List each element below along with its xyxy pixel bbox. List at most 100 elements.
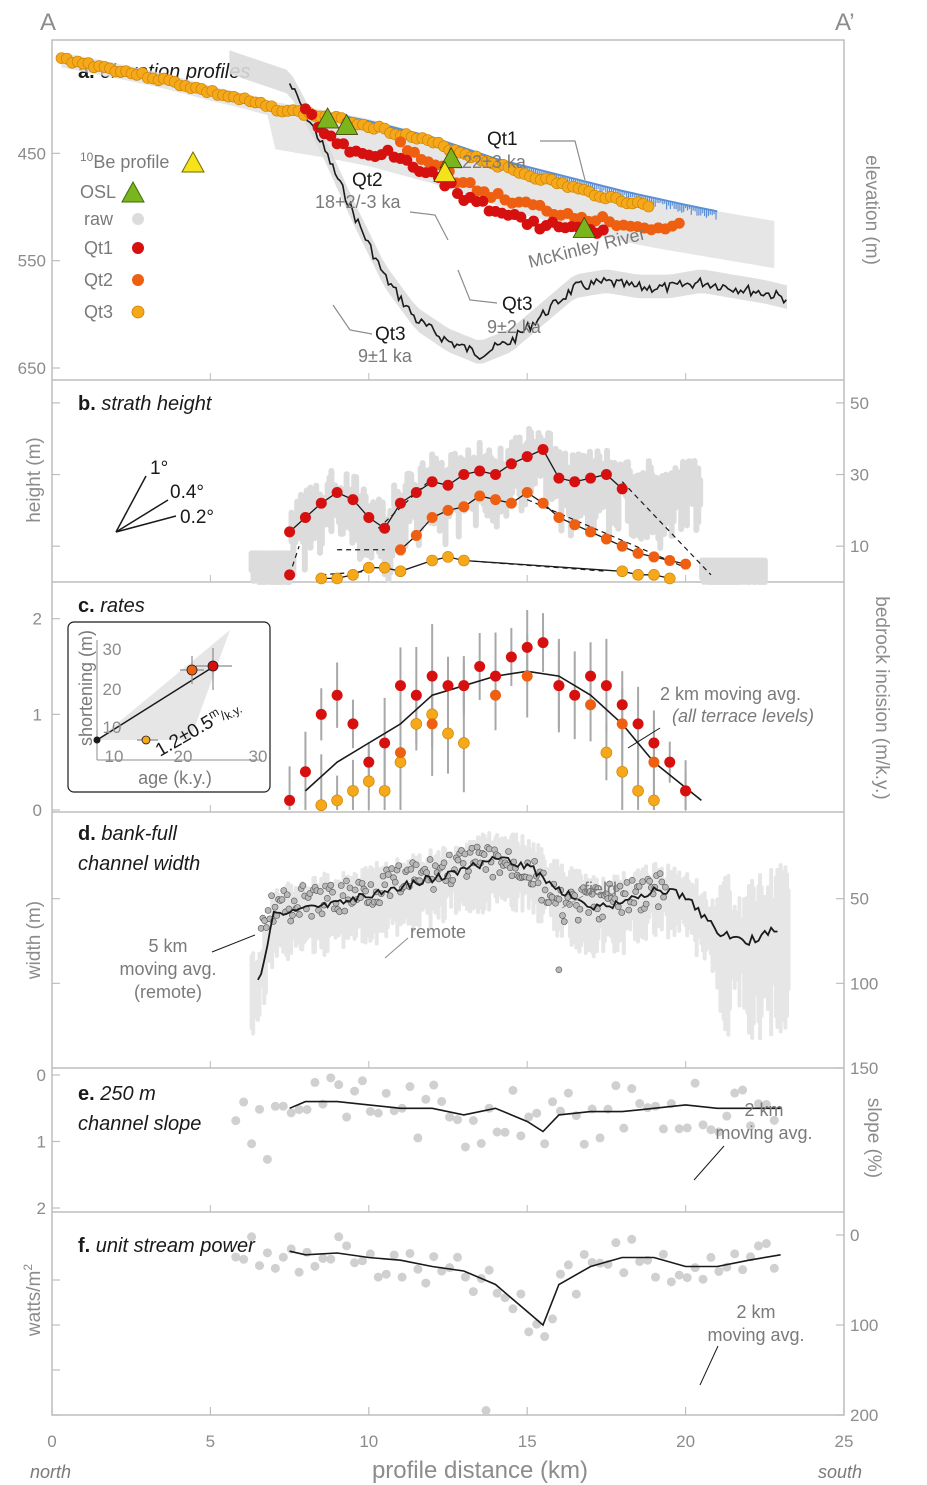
width-field-dot [283, 891, 291, 899]
width-field-dot [482, 866, 490, 873]
width-field-dot [362, 887, 369, 895]
strath-qt3-dot [616, 565, 629, 578]
width-field-dot [618, 909, 626, 916]
power-dot [294, 1267, 304, 1277]
width-field-dot [337, 882, 345, 889]
power-dot [326, 1254, 336, 1264]
rate-qt3-dot [648, 794, 660, 807]
slope-dot [373, 1108, 383, 1118]
power-moving-avg-line [289, 1250, 781, 1327]
strath-dashed-4 [337, 499, 686, 569]
panel-b-ytick-label-1: 30 [850, 466, 869, 485]
panel-d-avg-1: 5 km [148, 936, 187, 956]
qt2-dot [492, 188, 504, 200]
slope-dot [310, 1077, 320, 1087]
width-field-dot [656, 870, 664, 877]
power-dot [357, 1256, 367, 1266]
slope-dot [429, 1080, 439, 1090]
corner-label-right: A’ [835, 9, 855, 36]
panel-c-title: c. rates [78, 595, 145, 617]
rate-qt1-dot [616, 699, 628, 711]
strath-qt2-dot [585, 526, 597, 538]
rate-qt1-dot [569, 689, 581, 701]
rate-qt2-dot [648, 756, 660, 768]
power-dot [540, 1332, 550, 1342]
width-field-dot [599, 913, 606, 921]
slope-dot [405, 1082, 415, 1092]
panel-b: b. strath height 50 30 10 height (m) 1° 0.… [24, 393, 869, 585]
width-field-dot [440, 859, 448, 867]
power-dot [247, 1232, 257, 1242]
power-dot [666, 1277, 676, 1287]
ridge-raw-envelope [229, 50, 787, 364]
strath-qt2-dot [648, 551, 660, 563]
width-field-dot [416, 877, 423, 884]
rate-qt1-dot [284, 794, 296, 806]
qt1-dot [401, 154, 413, 166]
slope-dot [635, 1099, 645, 1109]
angle-key [115, 475, 177, 533]
width-field-dot [496, 869, 504, 876]
panel-c-y-label: bedrock incision (m/k.y.) [871, 596, 892, 799]
power-dot [658, 1249, 668, 1259]
inset-xtick-3: 30 [249, 747, 268, 766]
power-dot [651, 1272, 661, 1282]
panel-e-ytick-label-1: 1 [37, 1133, 46, 1152]
panel-c-ytick-label-0: 2 [33, 610, 42, 629]
width-field-dot [588, 890, 596, 898]
width-field-dot [426, 856, 434, 863]
width-field-dot [287, 917, 295, 925]
power-dot [318, 1253, 328, 1263]
strath-qt1-dot-start [284, 569, 296, 581]
rate-qt1-dot [442, 680, 454, 692]
rate-qt3-dot [632, 785, 644, 797]
inset-ytick-3: 30 [103, 640, 122, 659]
strath-qt2-dot [394, 544, 406, 556]
width-field-dot [339, 892, 347, 899]
x-axis-south-label: south [818, 1462, 862, 1482]
rate-qt1-dot [680, 785, 692, 797]
width-field-dot [531, 857, 538, 865]
power-dot [484, 1265, 494, 1275]
width-field-dot [290, 897, 298, 905]
power-dot [714, 1266, 724, 1276]
qt1-dot [477, 195, 489, 207]
power-dot [453, 1252, 463, 1262]
legend-be-profile: 10Be profile [80, 150, 169, 172]
panel-f-avg-2: moving avg. [707, 1325, 804, 1345]
slope-dot [611, 1081, 621, 1091]
width-field-dot [616, 882, 624, 890]
legend-be-text: Be profile [93, 152, 169, 172]
slope-dot [698, 1120, 708, 1130]
rate-qt3-dot [616, 765, 629, 778]
xtick-label-0: 0 [47, 1432, 56, 1451]
width-moving-avg-line [257, 855, 778, 981]
power-dot [635, 1256, 645, 1266]
width-field-dot [358, 880, 366, 887]
strath-qt2-dot [521, 486, 533, 498]
width-field-dot [621, 890, 629, 898]
qt1-dot [452, 188, 464, 200]
angle-label-2: 0.4° [170, 482, 204, 503]
strath-qt1-dot [616, 483, 628, 495]
width-field-dot [318, 910, 326, 918]
rate-qt3-dot [410, 718, 423, 730]
slope-dot [627, 1084, 637, 1094]
strath-qt1-line [289, 448, 623, 533]
panel-d-field-leader [561, 895, 584, 909]
strath-qt1-dot [490, 469, 502, 481]
slope-dot [651, 1101, 661, 1111]
inset-fit-line [96, 666, 214, 741]
strath-qt1-dot [315, 497, 327, 509]
slope-dot [548, 1097, 558, 1107]
width-field-dot [343, 877, 350, 885]
strath-qt1-dot [600, 469, 612, 481]
power-dot [413, 1264, 423, 1274]
power-dot [492, 1288, 502, 1298]
legend-qt1-dot [132, 242, 144, 254]
strath-qt1-dot [331, 486, 343, 498]
slope-dot [239, 1097, 249, 1107]
panel-e-y-label: slope (%) [863, 1098, 884, 1178]
inset-qt2-dot [186, 664, 198, 676]
strath-qt1-dot [474, 465, 486, 477]
